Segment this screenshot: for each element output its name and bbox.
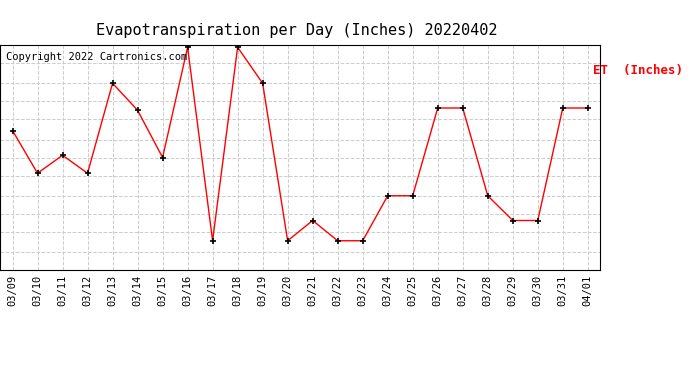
Text: ET  (Inches): ET (Inches) (593, 64, 683, 77)
Text: Evapotranspiration per Day (Inches) 20220402: Evapotranspiration per Day (Inches) 2022… (96, 22, 497, 38)
Text: Copyright 2022 Cartronics.com: Copyright 2022 Cartronics.com (6, 52, 187, 62)
